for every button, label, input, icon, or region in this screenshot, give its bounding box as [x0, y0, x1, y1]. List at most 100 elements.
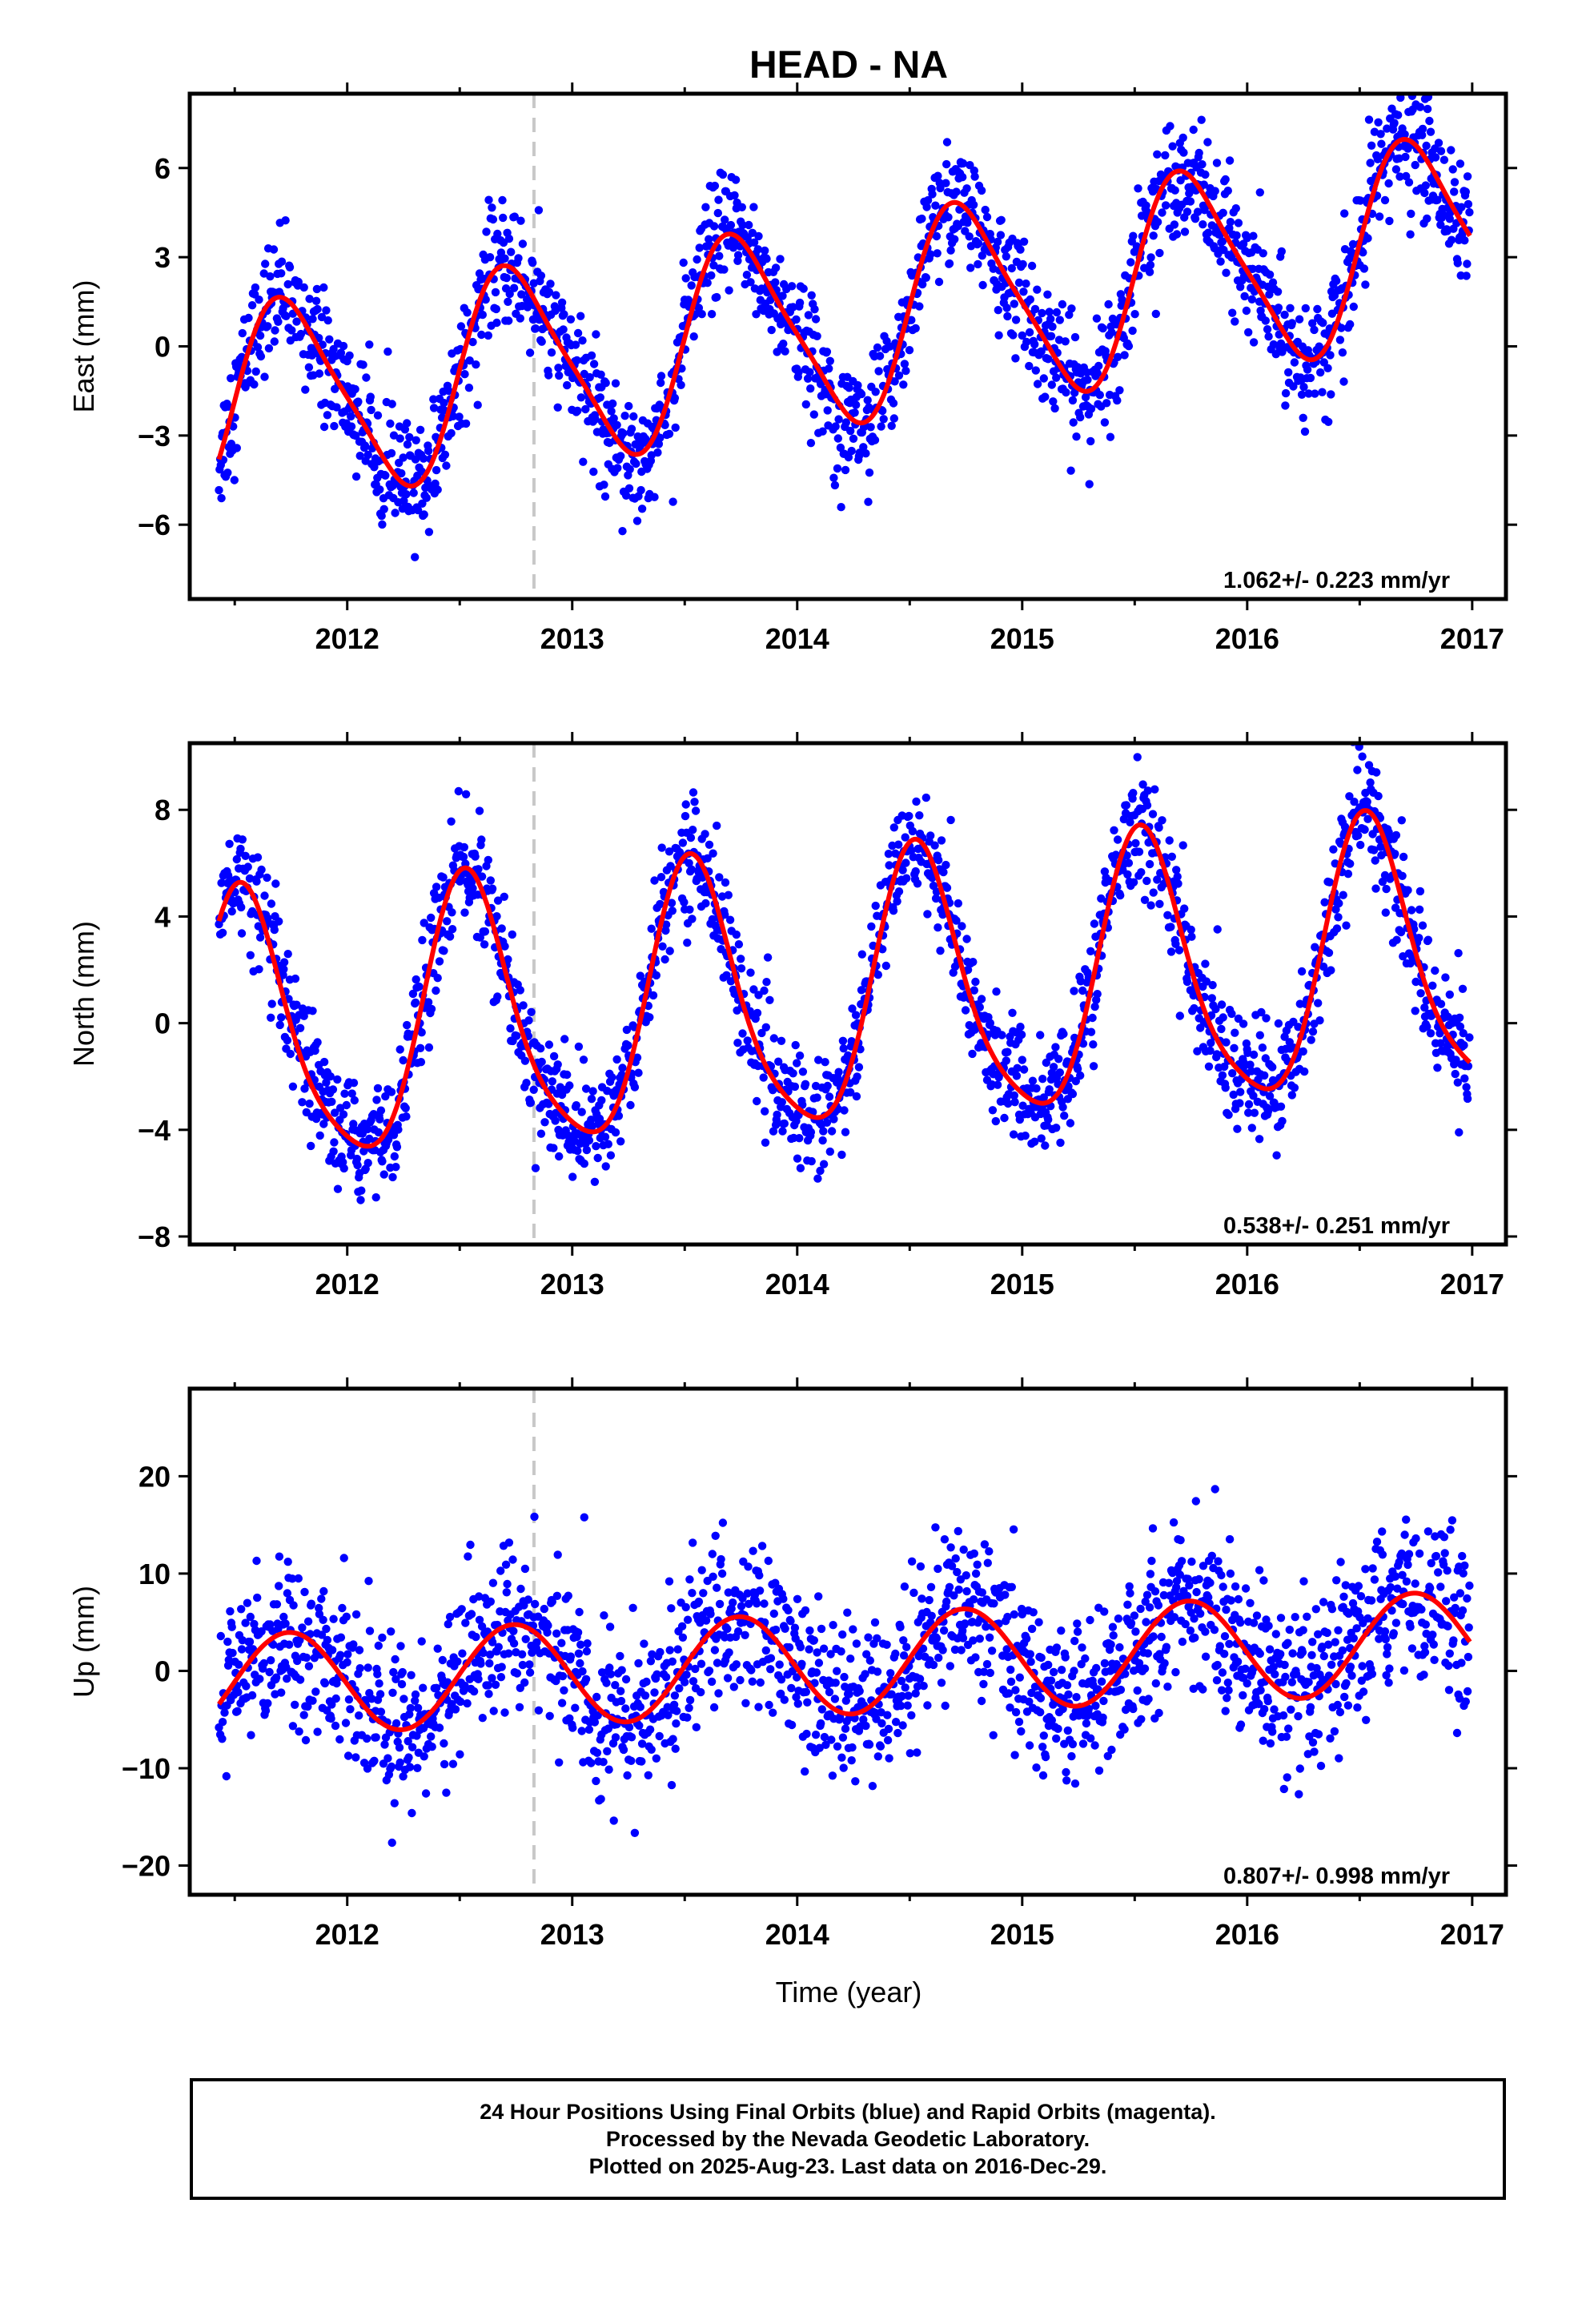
data-point: [931, 1523, 940, 1532]
data-point: [962, 184, 971, 193]
data-point: [671, 1744, 680, 1753]
data-point: [568, 1172, 577, 1181]
data-point: [816, 1719, 825, 1728]
data-point: [974, 239, 983, 248]
data-point: [291, 974, 300, 983]
data-point: [834, 1068, 843, 1076]
data-point: [371, 1193, 380, 1202]
data-point: [1068, 396, 1078, 405]
data-point: [572, 356, 581, 365]
data-point: [1462, 1083, 1471, 1092]
data-point: [504, 1538, 514, 1547]
data-point: [781, 347, 789, 356]
data-point: [353, 1160, 362, 1170]
data-point: [317, 1630, 327, 1639]
data-point: [429, 404, 439, 412]
data-point: [317, 312, 327, 322]
data-point: [270, 925, 279, 935]
data-point: [801, 1767, 809, 1776]
data-point: [558, 1671, 568, 1681]
data-point: [331, 1108, 339, 1117]
data-point: [677, 380, 685, 389]
data-point: [1111, 850, 1121, 859]
data-point: [697, 1687, 705, 1697]
data-point: [486, 1597, 495, 1606]
data-point: [363, 1663, 372, 1672]
data-point: [543, 1628, 552, 1637]
data-point: [1217, 1024, 1226, 1034]
data-point: [952, 916, 961, 925]
data-point: [954, 1585, 963, 1594]
data-point: [1441, 973, 1450, 982]
data-point: [488, 884, 497, 893]
data-point: [1324, 417, 1333, 426]
data-point: [381, 1092, 390, 1101]
data-point: [1076, 1071, 1085, 1080]
data-point: [1018, 331, 1027, 340]
data-point: [579, 457, 588, 466]
data-point: [634, 1659, 643, 1668]
y-tick-label: −3: [138, 420, 171, 452]
data-point: [1332, 276, 1341, 285]
data-point: [819, 1160, 829, 1168]
data-point: [794, 368, 803, 376]
data-point: [805, 1645, 813, 1654]
data-point: [418, 935, 427, 945]
data-point: [576, 312, 585, 320]
data-point: [665, 947, 674, 955]
data-point: [837, 503, 845, 512]
data-point: [527, 1007, 536, 1017]
data-point: [971, 1569, 981, 1578]
data-point: [621, 1704, 630, 1713]
data-point: [347, 1089, 356, 1098]
data-point: [226, 1606, 235, 1616]
data-point: [1290, 1084, 1299, 1092]
data-point: [814, 1659, 824, 1667]
data-point: [766, 1654, 776, 1663]
data-point: [1338, 348, 1347, 357]
data-point: [1037, 347, 1046, 356]
data-point: [708, 1550, 717, 1558]
data-point: [405, 432, 414, 442]
data-point: [913, 879, 922, 888]
data-point: [603, 1747, 612, 1755]
data-point: [1276, 339, 1286, 348]
y-tick-label: −4: [138, 1114, 171, 1147]
data-point: [1337, 324, 1346, 332]
data-point: [1033, 285, 1042, 294]
data-point: [1170, 186, 1179, 195]
data-point: [338, 1603, 347, 1613]
data-point: [1308, 319, 1317, 328]
data-point: [255, 965, 263, 974]
data-point: [717, 1569, 727, 1578]
data-point: [1066, 466, 1075, 475]
data-point: [1042, 1058, 1051, 1068]
data-point: [1425, 116, 1434, 126]
data-point: [227, 907, 236, 916]
data-point: [1149, 888, 1158, 897]
data-point: [963, 965, 973, 975]
data-point: [616, 1687, 625, 1695]
data-point: [366, 392, 375, 401]
data-point: [1346, 320, 1355, 329]
data-point: [944, 213, 953, 222]
data-point: [825, 1092, 834, 1101]
data-point: [767, 325, 776, 335]
data-point: [1447, 235, 1456, 244]
data-point: [954, 1526, 963, 1536]
data-point: [989, 1731, 998, 1739]
data-point: [243, 862, 252, 871]
data-point: [1102, 399, 1111, 408]
data-point: [683, 1615, 693, 1624]
data-point: [427, 1732, 436, 1741]
data-point: [1257, 1007, 1266, 1017]
data-point: [917, 1594, 926, 1603]
data-point: [1219, 208, 1227, 217]
data-point: [508, 930, 516, 939]
data-point: [1421, 181, 1431, 190]
data-point: [626, 1100, 635, 1110]
data-point: [934, 277, 944, 287]
data-point: [257, 1627, 266, 1636]
data-point: [1223, 187, 1233, 195]
data-point: [440, 398, 448, 408]
